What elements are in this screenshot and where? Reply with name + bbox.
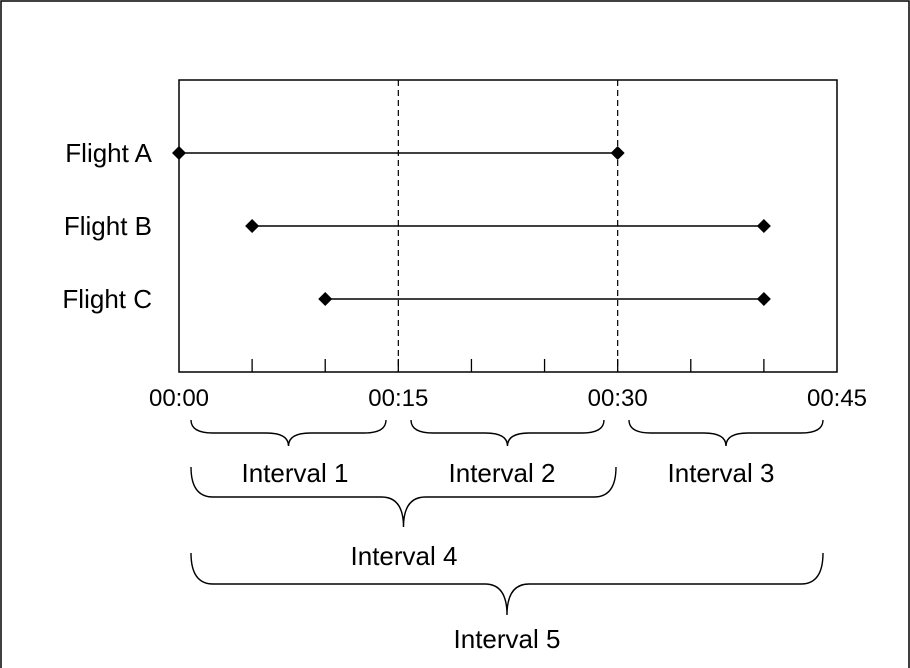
flight-end-marker [756, 292, 771, 306]
flight-end-marker [610, 146, 625, 160]
interval-brace [410, 419, 605, 447]
tick-label: 00:30 [588, 385, 648, 412]
interval-brace [628, 419, 824, 447]
interval-brace [190, 419, 387, 447]
interval-label: Interval 3 [668, 458, 775, 488]
timeline-plot: 00:00 00:15 00:30 00:45 Flight A Flight B Flig… [62, 79, 867, 412]
interval-brace [190, 552, 824, 616]
interval-label: Interval 4 [351, 541, 458, 571]
flight-start-marker [318, 292, 333, 306]
interval-label: Interval 1 [242, 458, 349, 488]
interval-label: Interval 5 [454, 624, 561, 654]
tick-label: 00:45 [807, 385, 867, 412]
tick-label: 00:00 [149, 385, 209, 412]
flight-label: Flight C [62, 284, 152, 314]
flight-start-marker [245, 219, 260, 233]
tick-label: 00:15 [368, 385, 428, 412]
flight-label: Flight B [64, 211, 152, 241]
plot-frame [178, 79, 838, 373]
flight-start-marker [172, 146, 186, 160]
interval-label: Interval 2 [449, 458, 556, 488]
interval-braces: Interval 1 Interval 2 Interval 3 Interval 4… [190, 419, 824, 654]
interval-brace [190, 466, 617, 528]
flight-label: Flight A [65, 138, 152, 168]
flight-end-marker [756, 219, 771, 233]
